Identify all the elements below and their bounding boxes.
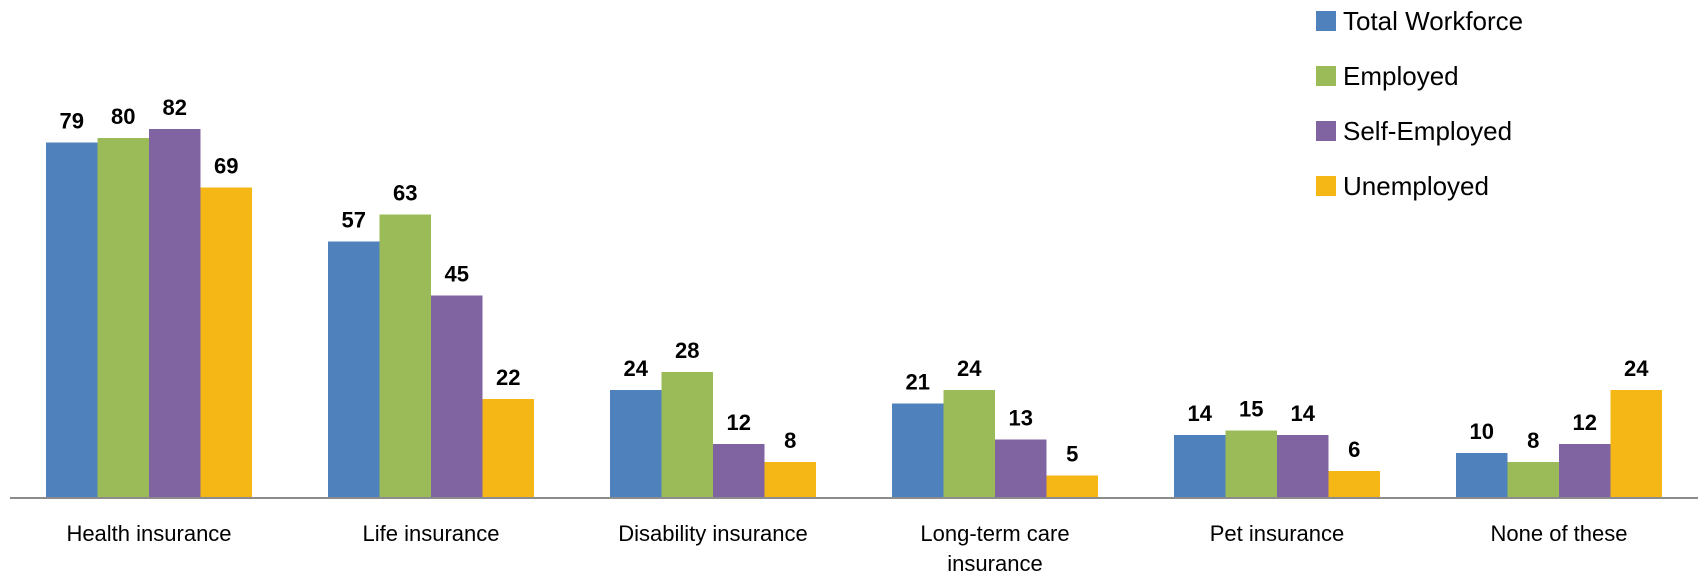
legend-swatch-2 — [1316, 121, 1336, 141]
bar-1-1 — [379, 214, 431, 498]
bar-0-3 — [200, 187, 252, 498]
bar-3-0 — [892, 403, 944, 498]
data-label-2-3: 8 — [784, 428, 796, 453]
data-label-4-1: 15 — [1239, 397, 1263, 422]
data-label-0-1: 80 — [111, 104, 135, 129]
bar-1-3 — [482, 399, 534, 498]
data-label-0-0: 79 — [60, 109, 84, 134]
data-label-2-2: 12 — [727, 410, 751, 435]
category-label-5: None of these — [1491, 521, 1628, 546]
bar-5-0 — [1456, 453, 1508, 498]
data-label-5-3: 24 — [1624, 356, 1649, 381]
data-label-3-1: 24 — [957, 356, 982, 381]
bar-3-1 — [943, 390, 995, 498]
bar-1-2 — [431, 295, 483, 498]
data-label-3-3: 5 — [1066, 442, 1078, 467]
category-labels-layer: Health insurance Life insurance Disability… — [66, 521, 1627, 576]
category-label-2: Disability insurance — [618, 521, 808, 546]
bar-5-3 — [1610, 390, 1662, 498]
bar-2-3 — [764, 462, 816, 498]
data-label-4-3: 6 — [1348, 437, 1360, 462]
bar-3-3 — [1046, 475, 1098, 498]
data-label-5-1: 8 — [1527, 428, 1539, 453]
bar-4-1 — [1225, 430, 1277, 498]
bar-2-0 — [610, 390, 662, 498]
category-label-line: Long-term care — [920, 521, 1069, 546]
bar-5-2 — [1559, 444, 1611, 498]
legend-swatch-3 — [1316, 176, 1336, 196]
bar-4-2 — [1277, 435, 1329, 498]
bar-0-2 — [149, 129, 201, 498]
bar-2-2 — [713, 444, 765, 498]
bar-0-1 — [97, 138, 149, 498]
bar-4-3 — [1328, 471, 1380, 498]
data-label-4-2: 14 — [1291, 401, 1316, 426]
bar-5-1 — [1507, 462, 1559, 498]
data-label-0-3: 69 — [214, 154, 238, 179]
legend-label-3: Unemployed — [1343, 171, 1489, 201]
legend: Total Workforce Employed Self-Employed Unem… — [1316, 6, 1523, 201]
category-label-0: Health insurance — [66, 521, 231, 546]
category-label-line: Disability insurance — [618, 521, 808, 546]
bar-3-2 — [995, 439, 1047, 498]
bars-layer — [46, 129, 1662, 498]
legend-swatch-0 — [1316, 11, 1336, 31]
legend-swatch-1 — [1316, 66, 1336, 86]
data-labels-layer: 79 80 82 69 57 63 45 22 24 28 12 8 21 24 13 5 14 15 14 6 10 8… — [60, 95, 1650, 467]
data-label-5-2: 12 — [1573, 410, 1597, 435]
legend-label-0: Total Workforce — [1343, 6, 1523, 36]
legend-label-1: Employed — [1343, 61, 1459, 91]
data-label-4-0: 14 — [1188, 401, 1213, 426]
data-label-1-3: 22 — [496, 365, 520, 390]
data-label-0-2: 82 — [163, 95, 187, 120]
data-label-3-0: 21 — [906, 370, 930, 395]
category-label-line: Life insurance — [363, 521, 500, 546]
data-label-2-0: 24 — [624, 356, 649, 381]
data-label-1-0: 57 — [342, 208, 366, 233]
data-label-3-2: 13 — [1009, 406, 1033, 431]
category-label-1: Life insurance — [363, 521, 500, 546]
category-label-line: insurance — [947, 551, 1042, 576]
bar-2-1 — [661, 372, 713, 498]
bar-0-0 — [46, 142, 98, 498]
bar-4-0 — [1174, 435, 1226, 498]
category-label-line: Pet insurance — [1210, 521, 1345, 546]
data-label-1-1: 63 — [393, 181, 417, 206]
legend-label-2: Self-Employed — [1343, 116, 1512, 146]
data-label-5-0: 10 — [1470, 419, 1494, 444]
bar-1-0 — [328, 241, 380, 498]
data-label-2-1: 28 — [675, 338, 699, 363]
category-label-4: Pet insurance — [1210, 521, 1345, 546]
category-label-3: Long-term care insurance — [920, 521, 1069, 576]
category-label-line: None of these — [1491, 521, 1628, 546]
category-label-line: Health insurance — [66, 521, 231, 546]
data-label-1-2: 45 — [445, 262, 469, 287]
